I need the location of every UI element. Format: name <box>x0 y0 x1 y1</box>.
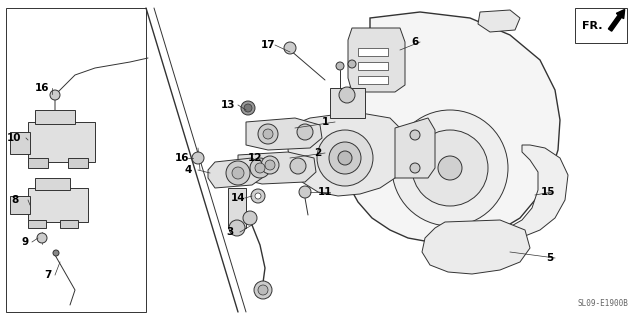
Text: 3: 3 <box>226 227 233 237</box>
Text: SL09-E1900B: SL09-E1900B <box>577 299 628 308</box>
Bar <box>358 48 388 56</box>
Circle shape <box>255 193 261 199</box>
Bar <box>575 8 627 43</box>
Polygon shape <box>490 145 568 242</box>
Polygon shape <box>340 12 560 242</box>
Text: 17: 17 <box>261 40 275 50</box>
Circle shape <box>258 285 268 295</box>
Polygon shape <box>348 28 405 92</box>
Circle shape <box>244 104 252 112</box>
Text: 12: 12 <box>248 153 262 163</box>
Text: 1: 1 <box>321 117 328 127</box>
Circle shape <box>37 233 47 243</box>
Text: 11: 11 <box>318 187 332 197</box>
Polygon shape <box>478 10 520 32</box>
Bar <box>10 196 30 214</box>
Circle shape <box>50 90 60 100</box>
Circle shape <box>254 281 272 299</box>
Text: 13: 13 <box>221 100 235 110</box>
Polygon shape <box>28 122 95 162</box>
Bar <box>35 110 75 124</box>
Polygon shape <box>395 118 435 178</box>
Text: FR.: FR. <box>582 21 602 31</box>
Circle shape <box>290 158 306 174</box>
Circle shape <box>226 161 250 185</box>
Text: 8: 8 <box>11 195 18 205</box>
Text: 9: 9 <box>22 237 29 247</box>
Circle shape <box>410 163 420 173</box>
Bar <box>35 178 70 190</box>
Circle shape <box>232 167 244 179</box>
Text: 15: 15 <box>541 187 555 197</box>
Circle shape <box>317 130 373 186</box>
Polygon shape <box>288 112 405 196</box>
Circle shape <box>255 163 265 173</box>
Circle shape <box>336 62 344 70</box>
Bar <box>28 158 48 168</box>
Text: 4: 4 <box>184 165 191 175</box>
Circle shape <box>258 124 278 144</box>
Circle shape <box>53 250 59 256</box>
Text: 5: 5 <box>547 253 553 263</box>
Text: 16: 16 <box>35 83 49 93</box>
Bar <box>28 220 46 228</box>
Circle shape <box>338 151 352 165</box>
Text: 16: 16 <box>175 153 190 163</box>
Circle shape <box>251 189 265 203</box>
Polygon shape <box>422 220 530 274</box>
Text: 2: 2 <box>314 148 321 158</box>
Text: 10: 10 <box>7 133 22 143</box>
Circle shape <box>348 60 356 68</box>
Circle shape <box>265 160 275 170</box>
Polygon shape <box>208 158 262 188</box>
FancyArrow shape <box>609 10 624 31</box>
Polygon shape <box>246 118 322 150</box>
Circle shape <box>229 220 245 236</box>
Bar <box>358 62 388 70</box>
Text: 6: 6 <box>411 37 418 47</box>
Circle shape <box>261 156 279 174</box>
Circle shape <box>339 87 355 103</box>
Bar <box>358 76 388 84</box>
Circle shape <box>243 211 257 225</box>
Bar <box>10 132 30 154</box>
Text: 14: 14 <box>231 193 245 203</box>
Polygon shape <box>238 152 316 184</box>
Circle shape <box>410 130 420 140</box>
Bar <box>60 220 78 228</box>
Circle shape <box>263 129 273 139</box>
Bar <box>68 158 88 168</box>
Circle shape <box>438 156 462 180</box>
Circle shape <box>392 110 508 226</box>
Circle shape <box>250 158 270 178</box>
Polygon shape <box>28 188 88 222</box>
Text: 7: 7 <box>44 270 52 280</box>
Circle shape <box>284 42 296 54</box>
Circle shape <box>329 142 361 174</box>
Bar <box>228 188 246 228</box>
Circle shape <box>241 101 255 115</box>
Circle shape <box>192 152 204 164</box>
Bar <box>6 8 146 312</box>
Circle shape <box>297 124 313 140</box>
Circle shape <box>299 186 311 198</box>
Circle shape <box>412 130 488 206</box>
Bar <box>330 88 365 118</box>
